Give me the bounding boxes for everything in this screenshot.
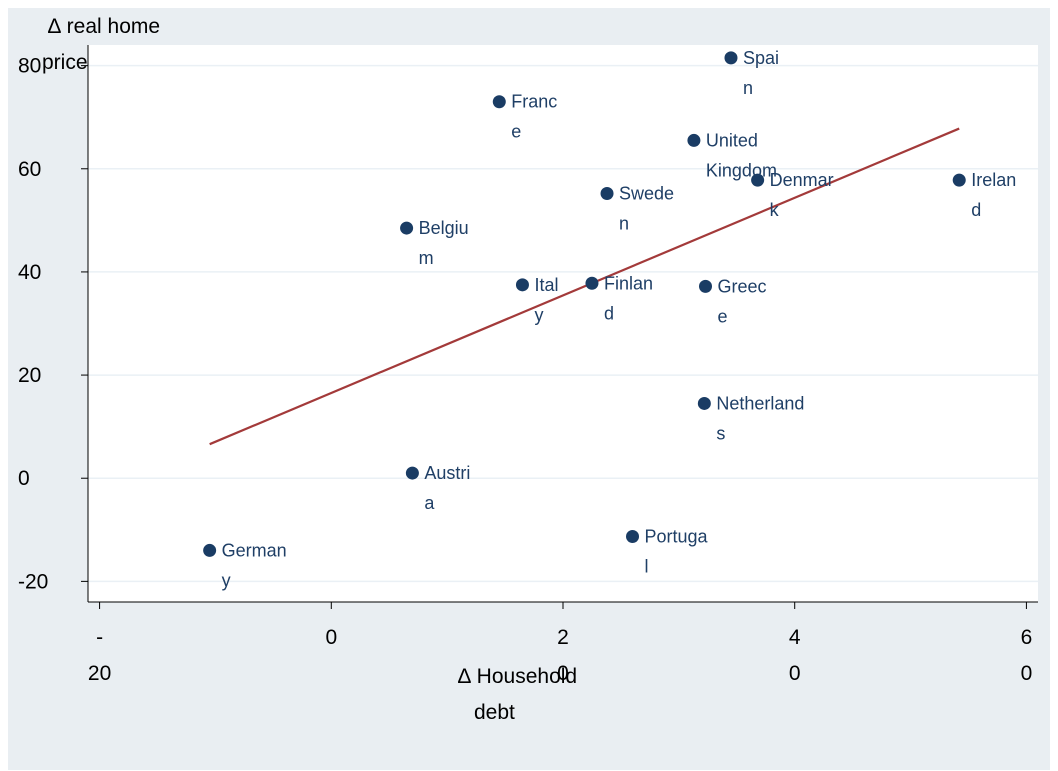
- point-label: Denmar k: [770, 170, 834, 220]
- point-sweden: [600, 187, 614, 201]
- data-points: [203, 51, 966, 557]
- point-label: Greec e: [718, 276, 767, 326]
- point-spain: [724, 51, 738, 65]
- point-label: Finlan d: [604, 273, 653, 323]
- point-label: German y: [222, 540, 287, 590]
- point-label: United Kingdom: [706, 130, 777, 180]
- point-label: Franc e: [511, 92, 557, 142]
- tick-labels: -20 0 20 40 60 80 -20 0 2 0 4 0 6 0: [18, 55, 1032, 685]
- point-belgium: [400, 221, 414, 235]
- y-axis-title: ∆ real home: [48, 15, 160, 38]
- x-axis-title: ∆ Household: [458, 665, 577, 688]
- y-tick-label: 20: [18, 364, 41, 387]
- point-label: Belgiu m: [419, 218, 469, 268]
- point-label: Austri a: [424, 463, 470, 513]
- point-label: Portuga l: [645, 527, 709, 577]
- point-netherlands: [697, 396, 711, 410]
- y-tick-label: 0: [18, 467, 30, 490]
- point-portugal: [626, 530, 640, 544]
- point-label: Ital y: [534, 275, 558, 325]
- point-france: [492, 95, 506, 109]
- point-italy: [515, 278, 529, 292]
- point-label: Netherland s: [716, 393, 804, 443]
- y-tick-label: -20: [18, 570, 48, 593]
- point-finland: [585, 276, 599, 290]
- point-greece: [699, 279, 712, 293]
- point-label: Swede n: [619, 184, 674, 234]
- y-tick-label: 40: [18, 261, 41, 284]
- point-austria: [405, 466, 419, 480]
- point-germany: [203, 543, 217, 557]
- point-denmark: [751, 173, 765, 187]
- gridlines: [88, 64, 1038, 583]
- x-axis-title-line2: debt: [474, 701, 515, 724]
- plot-area: [88, 45, 1038, 602]
- y-tick-label: 60: [18, 158, 41, 181]
- point-label: Spai n: [743, 48, 779, 98]
- point-label: Irelan d: [971, 170, 1016, 220]
- fit-line: [209, 127, 960, 446]
- point-united-kingdom: [687, 133, 701, 147]
- axes: [81, 45, 1038, 609]
- point-ireland: [952, 173, 966, 187]
- y-axis-title-line2: price: [42, 51, 88, 74]
- y-tick-label: 80: [18, 55, 41, 78]
- x-tick-label: -20: [88, 626, 111, 685]
- x-tick-label: 0: [325, 626, 337, 649]
